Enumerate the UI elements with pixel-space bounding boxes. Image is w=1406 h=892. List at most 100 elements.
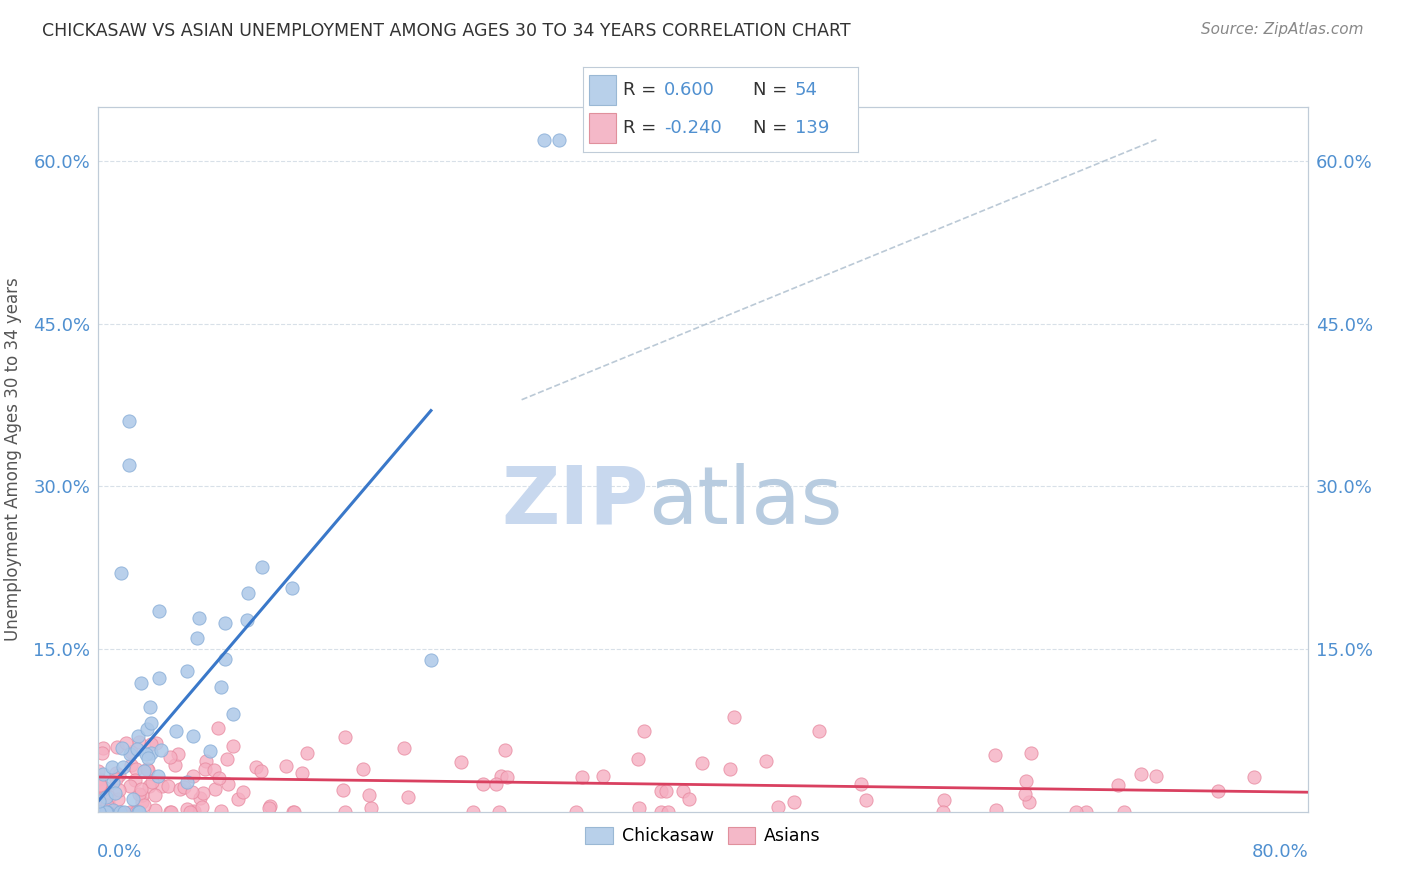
Point — [91, 740, 114, 755]
Point — [755, 754, 778, 768]
Point — [87, 764, 110, 778]
Point — [238, 586, 260, 600]
Point — [89, 794, 111, 808]
Point — [139, 747, 162, 761]
Point — [1114, 805, 1136, 819]
Point — [107, 792, 129, 806]
Point — [176, 664, 198, 678]
Point — [136, 722, 159, 736]
Point — [110, 566, 132, 581]
Point — [135, 747, 157, 761]
Point — [214, 652, 236, 666]
Bar — [589, 75, 616, 105]
Point — [221, 706, 243, 721]
Point — [107, 782, 129, 797]
Point — [204, 782, 226, 797]
Point — [565, 805, 588, 819]
Point — [97, 790, 120, 805]
Point — [198, 744, 221, 758]
Bar — [589, 112, 616, 143]
Point — [650, 784, 672, 798]
Point — [226, 791, 249, 805]
Point — [633, 723, 655, 738]
Point — [194, 763, 217, 777]
Point — [533, 132, 555, 146]
Point — [121, 792, 143, 806]
Point — [281, 805, 304, 819]
Point — [125, 805, 148, 819]
Text: R =: R = — [623, 119, 662, 136]
Text: N =: N = — [754, 119, 793, 136]
Point — [91, 766, 114, 780]
Point — [291, 766, 314, 780]
Point — [396, 789, 419, 804]
Point — [176, 775, 198, 789]
Point — [214, 616, 236, 631]
Point — [127, 805, 149, 819]
Point — [1018, 795, 1040, 809]
Point — [187, 611, 209, 625]
Point — [89, 779, 111, 793]
Point — [420, 653, 443, 667]
Point — [472, 777, 495, 791]
Text: 80.0%: 80.0% — [1251, 844, 1309, 862]
Point — [485, 777, 508, 791]
Point — [112, 805, 135, 819]
Point — [250, 559, 273, 574]
Point — [1014, 787, 1036, 801]
Point — [125, 762, 148, 776]
Point — [245, 759, 267, 773]
Point — [678, 792, 700, 806]
Point — [114, 736, 136, 750]
Point — [855, 793, 877, 807]
Point — [1144, 769, 1167, 783]
Point — [118, 414, 141, 428]
Text: 139: 139 — [794, 119, 830, 136]
Point — [333, 805, 356, 819]
Point — [983, 748, 1005, 763]
Point — [159, 805, 181, 819]
Point — [494, 743, 516, 757]
Point — [89, 772, 111, 786]
Point — [179, 805, 201, 819]
Point — [181, 729, 204, 743]
Point — [101, 804, 124, 818]
Point — [488, 805, 510, 819]
Point — [592, 769, 614, 783]
Point — [163, 758, 186, 772]
Point — [1015, 774, 1038, 789]
Point — [335, 730, 357, 744]
Text: -0.240: -0.240 — [665, 119, 723, 136]
Point — [93, 781, 115, 796]
Point — [183, 805, 205, 819]
Point — [718, 762, 741, 776]
Point — [110, 805, 132, 819]
Point — [766, 800, 789, 814]
Point — [657, 805, 679, 819]
Point — [143, 789, 166, 803]
Text: N =: N = — [754, 81, 793, 99]
Point — [131, 789, 153, 803]
Point — [111, 741, 134, 756]
Point — [259, 799, 281, 814]
Point — [571, 770, 593, 784]
Point — [136, 751, 159, 765]
Point — [295, 746, 318, 760]
Point — [1130, 767, 1153, 781]
Point — [496, 770, 519, 784]
Point — [202, 764, 225, 778]
Point — [392, 741, 415, 756]
Point — [165, 724, 187, 739]
Point — [849, 777, 872, 791]
Point — [209, 680, 232, 694]
Point — [120, 779, 142, 793]
Point — [190, 799, 212, 814]
Point — [650, 805, 672, 819]
Text: Source: ZipAtlas.com: Source: ZipAtlas.com — [1201, 22, 1364, 37]
Point — [148, 604, 170, 618]
Point — [89, 797, 111, 811]
Point — [89, 805, 111, 819]
Point — [461, 805, 484, 819]
Point — [169, 782, 191, 797]
Point — [127, 729, 149, 743]
